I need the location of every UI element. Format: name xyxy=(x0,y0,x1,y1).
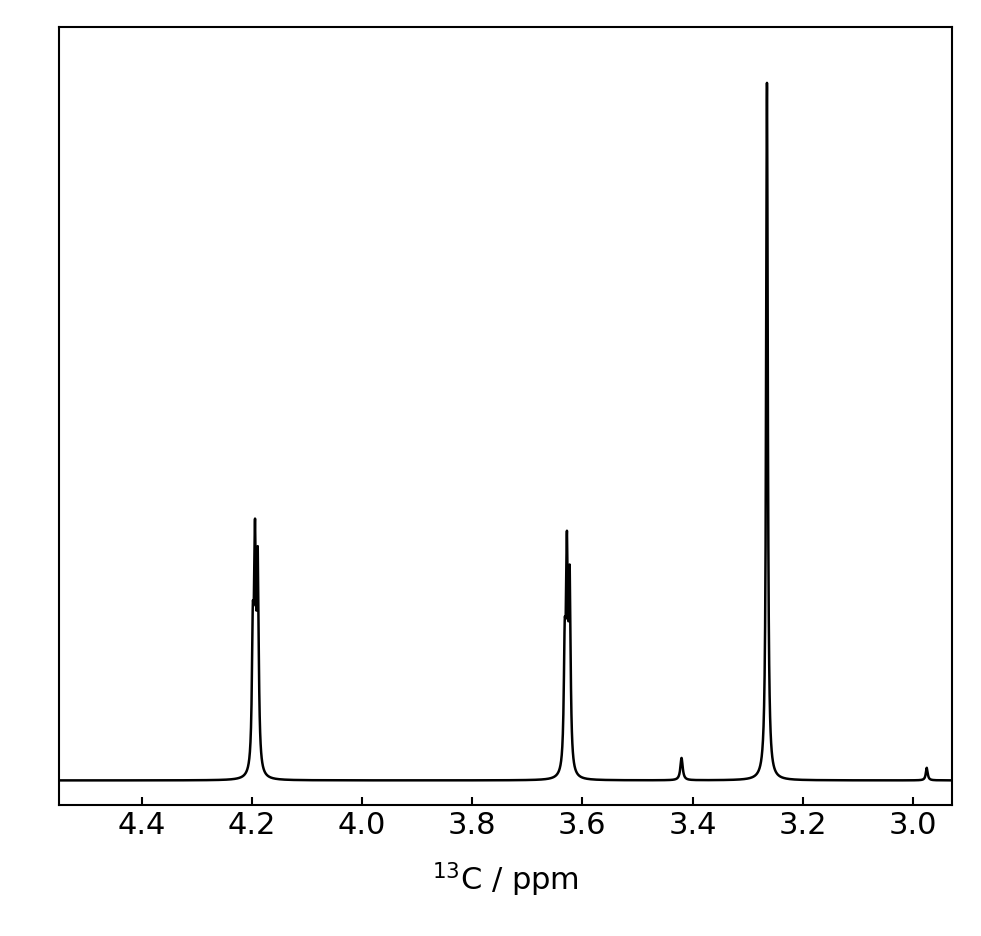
X-axis label: $^{13}$C / ppm: $^{13}$C / ppm xyxy=(432,859,579,898)
